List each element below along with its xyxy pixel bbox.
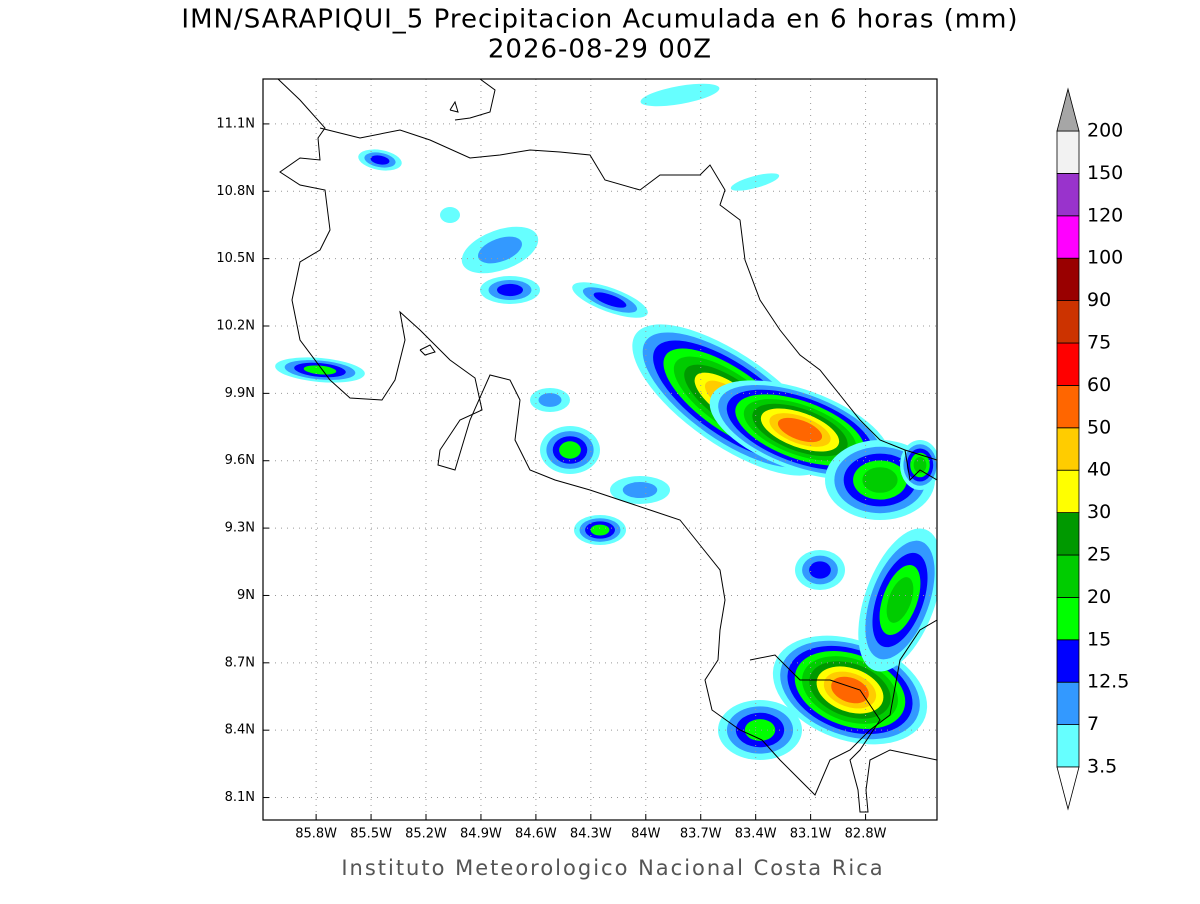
colorbar-band bbox=[1056, 427, 1080, 471]
footer: Instituto Meteorologico Nacional Costa R… bbox=[341, 856, 884, 880]
colorbar: 3.5 7 12.5 15 20 25 30 40 50 60 75 90 100 120 150 200 bbox=[1056, 87, 1129, 811]
colorbar-band bbox=[1056, 681, 1080, 726]
lat-tick-label: 9N bbox=[237, 588, 255, 603]
lat-tick-label: 11.1N bbox=[216, 116, 255, 131]
lon-tick-label: 83.7W bbox=[680, 827, 722, 842]
colorbar-label: 200 bbox=[1087, 120, 1123, 142]
coastline bbox=[277, 79, 763, 741]
colorbar-band bbox=[1056, 724, 1080, 768]
colorbar-band bbox=[1056, 300, 1080, 344]
colorbar-under bbox=[1056, 766, 1080, 811]
lon-tick-label: 83.1W bbox=[790, 827, 832, 842]
colorbar-band bbox=[1056, 257, 1080, 302]
rain-area bbox=[559, 441, 581, 459]
coastline bbox=[454, 79, 496, 121]
rain-area bbox=[886, 577, 914, 623]
colorbar-band bbox=[1056, 215, 1080, 259]
rain-area bbox=[497, 283, 523, 297]
colorbar-label: 120 bbox=[1087, 204, 1123, 226]
rain-area bbox=[590, 524, 610, 536]
colorbar-over bbox=[1056, 87, 1080, 132]
colorbar-label: 15 bbox=[1087, 628, 1111, 650]
grid: 85.8W 85.5W 85.2W 84.9W 84.6W 84.3W 84W 83.7W 83… bbox=[216, 79, 937, 842]
map-frame bbox=[262, 78, 938, 821]
rain-area bbox=[640, 83, 720, 107]
colorbar-band bbox=[1056, 639, 1080, 683]
subtitle: 2026-08-29 00Z bbox=[488, 35, 712, 65]
colorbar-band bbox=[1056, 130, 1080, 174]
colorbar-label: 40 bbox=[1087, 459, 1111, 481]
lat-tick-label: 10.2N bbox=[216, 319, 255, 334]
lon-tick-label: 85.5W bbox=[350, 827, 392, 842]
colorbar-label: 90 bbox=[1087, 289, 1111, 311]
lat-tick-label: 10.8N bbox=[216, 184, 255, 199]
coastline bbox=[419, 344, 436, 356]
rain-area bbox=[622, 481, 658, 499]
colorbar-band bbox=[1056, 384, 1080, 429]
colorbar-label: 25 bbox=[1087, 544, 1111, 566]
lon-tick-label: 85.8W bbox=[295, 827, 337, 842]
colorbar-label: 3.5 bbox=[1087, 756, 1117, 778]
colorbar-band bbox=[1056, 342, 1080, 386]
lat-tick-label: 8.1N bbox=[225, 790, 255, 805]
colorbar-label: 60 bbox=[1087, 374, 1111, 396]
lat-tick-label: 8.7N bbox=[225, 655, 255, 670]
colorbar-label: 30 bbox=[1087, 501, 1111, 523]
colorbar-band bbox=[1056, 554, 1080, 598]
colorbar-label: 12.5 bbox=[1087, 671, 1129, 693]
rain-area bbox=[777, 417, 823, 443]
coastlines bbox=[277, 79, 937, 813]
rain-area bbox=[730, 173, 780, 191]
colorbar-band bbox=[1056, 172, 1080, 217]
lon-tick-label: 84.9W bbox=[460, 827, 502, 842]
lon-tick-label: 84.3W bbox=[570, 827, 612, 842]
colorbar-label: 7 bbox=[1087, 713, 1099, 735]
title: IMN/SARAPIQUI_5 Precipitacion Acumulada … bbox=[181, 5, 1018, 35]
colorbar-band bbox=[1056, 512, 1080, 556]
rain-area bbox=[370, 155, 390, 165]
lon-tick-label: 84W bbox=[631, 827, 661, 842]
lon-tick-label: 85.2W bbox=[405, 827, 447, 842]
coastline bbox=[761, 619, 937, 796]
rain-area bbox=[440, 207, 460, 223]
rain-area bbox=[478, 236, 522, 264]
lat-tick-label: 10.5N bbox=[216, 251, 255, 266]
colorbar-label: 75 bbox=[1087, 332, 1111, 354]
colorbar-label: 50 bbox=[1087, 416, 1111, 438]
colorbar-band bbox=[1056, 597, 1080, 641]
rain-area bbox=[593, 292, 627, 308]
coastline bbox=[319, 127, 937, 461]
lat-tick-label: 9.6N bbox=[225, 453, 255, 468]
rain-area bbox=[809, 561, 831, 579]
lat-tick-label: 8.4N bbox=[225, 723, 255, 738]
colorbar-band bbox=[1056, 469, 1080, 514]
lon-tick-label: 83.4W bbox=[735, 827, 777, 842]
lon-tick-label: 82.8W bbox=[845, 827, 887, 842]
border bbox=[749, 654, 937, 813]
colorbar-label: 20 bbox=[1087, 586, 1111, 608]
lat-tick-label: 9.3N bbox=[225, 521, 255, 536]
rain-area bbox=[862, 467, 898, 493]
coastline bbox=[904, 449, 937, 482]
precipitation-field bbox=[275, 83, 937, 760]
lon-tick-label: 84.6W bbox=[515, 827, 557, 842]
rain-area bbox=[538, 393, 562, 407]
colorbar-label: 150 bbox=[1087, 162, 1123, 184]
colorbar-label: 100 bbox=[1087, 247, 1123, 269]
lat-tick-label: 9.9N bbox=[225, 386, 255, 401]
coastline bbox=[449, 100, 459, 113]
rain-area bbox=[303, 365, 337, 375]
